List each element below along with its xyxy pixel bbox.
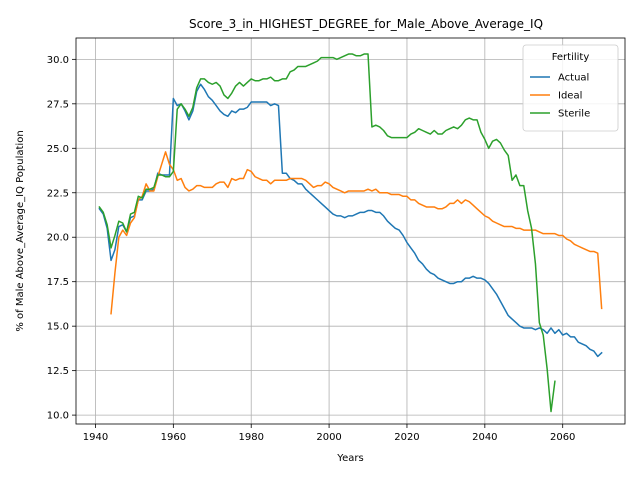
chart-title: Score_3_in_HIGHEST_DEGREE_for_Male_Above… (189, 17, 543, 31)
series-line-sterile (98, 53, 556, 413)
plot-frame (75, 37, 626, 425)
y-tick-label: 17.5 (47, 277, 69, 288)
y-axis-label: % of Male Above_Average_IQ Population (15, 130, 26, 331)
legend-label-ideal: Ideal (558, 91, 582, 102)
series-line-ideal (110, 151, 603, 315)
legend-label-sterile: Sterile (558, 109, 590, 120)
x-tick-label: 1980 (238, 432, 263, 443)
y-tick-label: 27.5 (47, 99, 69, 110)
x-tick-label: 2060 (550, 432, 575, 443)
y-tick-label: 15.0 (47, 322, 69, 333)
y-tick-label: 20.0 (47, 233, 69, 244)
x-axis-label: Years (336, 453, 363, 464)
legend: Fertility Actual Ideal Sterile (522, 44, 619, 132)
x-tick-label: 2020 (394, 432, 419, 443)
legend-label-actual: Actual (558, 73, 589, 84)
x-tick-label: 1940 (83, 432, 108, 443)
y-tick-label: 30.0 (47, 55, 69, 66)
y-axis-ticks: 10.0 12.5 15.0 17.5 20.0 22.5 25.0 27.5 30.0 (47, 55, 76, 422)
legend-title: Fertility (552, 52, 590, 63)
y-tick-label: 10.0 (47, 411, 69, 422)
series-layer (98, 53, 603, 413)
x-tick-label: 1960 (161, 432, 186, 443)
y-tick-label: 25.0 (47, 144, 69, 155)
x-tick-label: 2040 (472, 432, 497, 443)
legend-frame (522, 44, 619, 132)
x-axis-ticks: 1940 1960 1980 2000 2020 2040 2060 (83, 424, 575, 443)
y-tick-label: 12.5 (47, 366, 69, 377)
y-tick-label: 22.5 (47, 188, 69, 199)
x-tick-label: 2000 (316, 432, 341, 443)
legend-entries: Actual Ideal Sterile (530, 73, 590, 120)
